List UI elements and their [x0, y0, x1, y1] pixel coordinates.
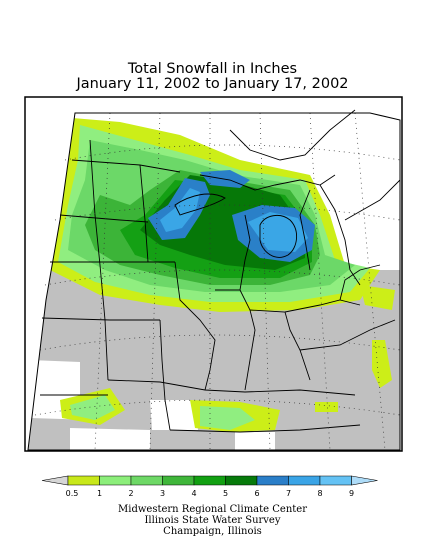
legend-swatch	[225, 475, 258, 486]
boundary-line	[339, 264, 381, 301]
boundary-line	[299, 319, 396, 351]
latitude-line	[34, 399, 401, 416]
latitude-line	[44, 269, 401, 286]
boundary-line	[229, 109, 356, 161]
legend-color-bar	[41, 475, 378, 486]
legend-swatch	[99, 475, 132, 486]
legend-tick-label: 7	[286, 489, 291, 498]
snow-band-7-8	[248, 212, 308, 252]
legend-swatch	[193, 475, 226, 486]
legend-swatch	[130, 475, 163, 486]
boundary-line	[174, 261, 216, 391]
credit-line-1: Midwestern Regional Climate Center	[118, 504, 307, 515]
legend-tick-label: 6	[254, 489, 259, 498]
latitude-line	[39, 334, 401, 351]
no-data-area	[28, 360, 80, 405]
latitude-line	[64, 144, 401, 161]
credit-line-3: Champaign, Illinois	[163, 526, 262, 537]
legend-tick-labels: 0.5 1 2 3 4 5 6 7 8 9	[66, 489, 354, 498]
no-data-area	[150, 400, 198, 430]
snow-band-1-2	[200, 406, 255, 430]
snow-band-lt1	[315, 402, 338, 412]
boundary-line	[159, 319, 171, 431]
map-date-range: January 11, 2002 to January 17, 2002	[76, 76, 349, 92]
boundary-line	[169, 424, 361, 433]
boundary-line	[259, 214, 297, 258]
boundary-line	[41, 317, 160, 321]
credit-line-2: Illinois State Water Survey	[144, 515, 281, 526]
boundary-line	[344, 179, 401, 221]
boundary-line	[249, 309, 311, 381]
map-outline	[27, 112, 401, 451]
legend-tick-label: 8	[317, 489, 322, 498]
map-title: Total Snowfall in Inches	[127, 61, 298, 77]
legend-arrow-low	[41, 475, 69, 486]
legend-arrow-high	[351, 475, 378, 486]
snow-band-lt1	[372, 340, 392, 388]
legend-swatch	[319, 475, 352, 486]
legend-swatch	[67, 475, 100, 486]
boundary-line	[107, 379, 356, 396]
boundary-line	[59, 214, 149, 223]
legend-swatch	[288, 475, 321, 486]
legend-tick-label: 4	[191, 489, 196, 498]
graticule	[34, 112, 401, 451]
legend-tick-label: 5	[223, 489, 228, 498]
boundary-line	[319, 184, 361, 286]
legend-swatch	[162, 475, 195, 486]
legend-tick-label: 0.5	[66, 489, 79, 498]
legend-tick-label: 1	[97, 489, 102, 498]
legend-tick-label: 3	[160, 489, 165, 498]
legend-tick-label: 9	[349, 489, 354, 498]
snow-band-lt1	[360, 285, 395, 310]
boundary-line	[139, 164, 149, 263]
boundary-line	[89, 139, 109, 381]
longitude-line	[259, 112, 271, 451]
boundaries	[40, 109, 401, 433]
no-data-area	[235, 432, 275, 450]
boundary-line	[174, 193, 226, 216]
boundary-line	[239, 214, 251, 291]
snow-band-7-8	[160, 188, 200, 232]
legend-tick-label: 2	[128, 489, 133, 498]
boundary-line	[215, 289, 256, 391]
longitude-line	[149, 112, 161, 451]
no-data-area	[70, 428, 150, 450]
boundary-line	[284, 299, 361, 313]
legend-swatch	[256, 475, 289, 486]
boundary-line	[299, 189, 311, 271]
snow-band-1-2	[70, 395, 115, 420]
snowfall-fields	[28, 113, 400, 450]
no-data-area	[60, 113, 400, 200]
